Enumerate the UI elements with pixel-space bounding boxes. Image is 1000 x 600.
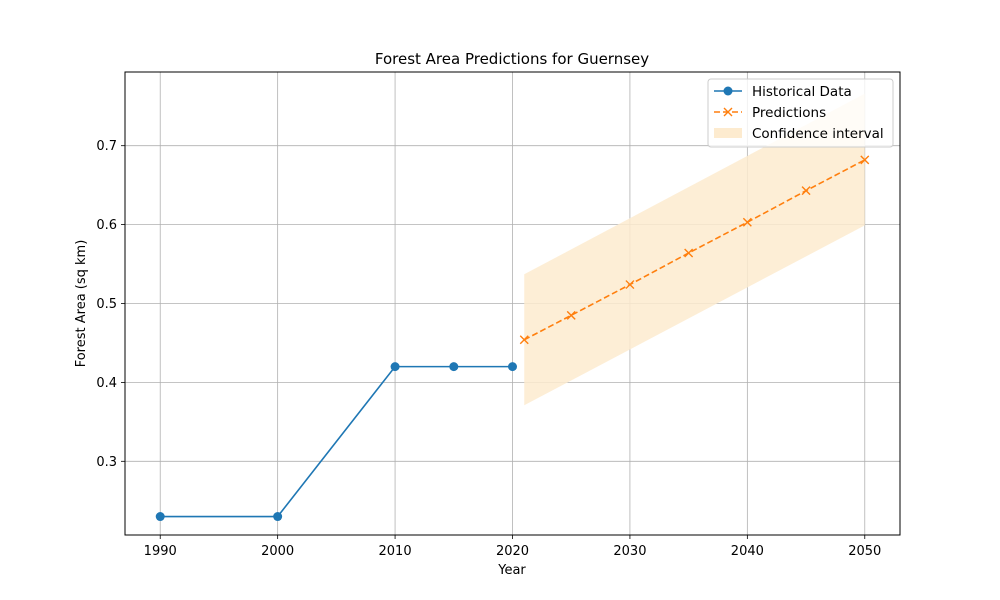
predictions-point [566, 310, 576, 320]
chart-title: Forest Area Predictions for Guernsey [375, 50, 649, 68]
historical-data-point [508, 362, 517, 372]
predictions-point [742, 217, 752, 227]
predictions-point [519, 335, 529, 345]
legend-swatch-confidence-interval [714, 128, 742, 138]
y-tick-label: 0.6 [96, 218, 117, 233]
y-tick-label: 0.5 [96, 297, 117, 312]
legend-box [707, 78, 894, 148]
y-tick-label: 0.4 [96, 376, 117, 391]
legend: Historical Data Predictions Confidence int… [707, 78, 894, 148]
legend-marker-historical-data [723, 86, 733, 96]
predictions-point [801, 186, 811, 196]
x-tick-label: 2000 [261, 544, 294, 559]
x-axis-label: Year [497, 563, 526, 578]
predictions-point [860, 155, 870, 165]
series-layer [155, 155, 870, 522]
legend-label-historical-data: Historical Data [752, 84, 852, 100]
historical-data-point [273, 512, 283, 522]
axis-ticks: 1990 2000 2010 2020 2030 2040 2050 0.3 0.4 0.5 0.6… [96, 139, 881, 559]
legend-label-confidence-interval: Confidence interval [752, 126, 884, 142]
historical-data-point [155, 512, 165, 522]
y-axis-label: Forest Area (sq km) [74, 240, 89, 368]
predictions-point [684, 248, 694, 258]
predictions-point [625, 280, 635, 290]
x-tick-label: 2030 [613, 544, 646, 559]
historical-data-point [390, 362, 400, 372]
x-tick-label: 2020 [496, 544, 529, 559]
y-tick-label: 0.7 [96, 139, 117, 154]
historical-data-point [449, 362, 459, 372]
legend-marker-predictions [723, 107, 733, 117]
legend-label-predictions: Predictions [752, 105, 826, 121]
y-tick-label: 0.3 [96, 455, 117, 470]
x-tick-label: 2050 [848, 544, 881, 559]
x-tick-label: 2010 [379, 544, 412, 559]
x-tick-label: 1990 [144, 544, 177, 559]
x-tick-label: 2040 [731, 544, 764, 559]
